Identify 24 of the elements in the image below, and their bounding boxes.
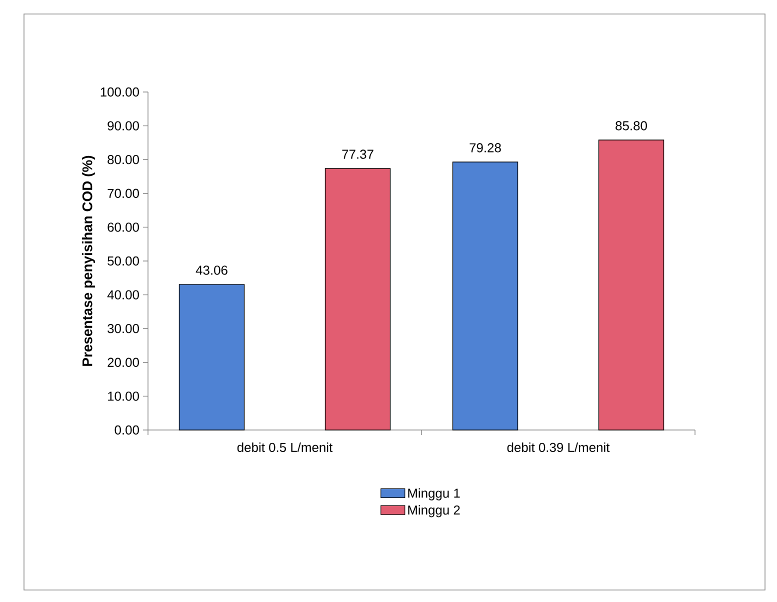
y-tick-label: 30.00: [108, 324, 139, 334]
y-tick-label: 70.00: [108, 188, 139, 198]
y-tick-label: 10.00: [108, 392, 139, 401]
y-tick-label: 90.00: [108, 121, 139, 130]
x-tick-label: debit 0.5 L/menit: [237, 442, 333, 452]
data-label: 85.80: [616, 121, 647, 130]
bar: [178, 284, 245, 430]
y-tick-label: 80.00: [108, 155, 139, 164]
x-tick-label: debit 0.39 L/menit: [507, 442, 610, 452]
data-label: 77.37: [342, 150, 374, 159]
y-tick-label: 40.00: [107, 290, 139, 300]
y-tick-label: 20.00: [108, 358, 139, 367]
y-tick-label: 60.00: [108, 222, 139, 232]
bar: [452, 162, 518, 430]
y-axis-title: Presentase penyisihan COD (%): [82, 156, 96, 366]
data-label: 79.28: [470, 143, 501, 152]
y-tick-label: 0.00: [114, 425, 139, 435]
bar: [324, 168, 391, 430]
y-tick-label: 50.00: [108, 256, 139, 266]
data-label: 43.06: [196, 266, 228, 275]
legend-label: Minggu 1: [408, 488, 460, 500]
y-tick-label: 100.00: [100, 87, 139, 97]
legend-label: Minggu 2: [408, 505, 460, 518]
bar: [598, 140, 664, 430]
